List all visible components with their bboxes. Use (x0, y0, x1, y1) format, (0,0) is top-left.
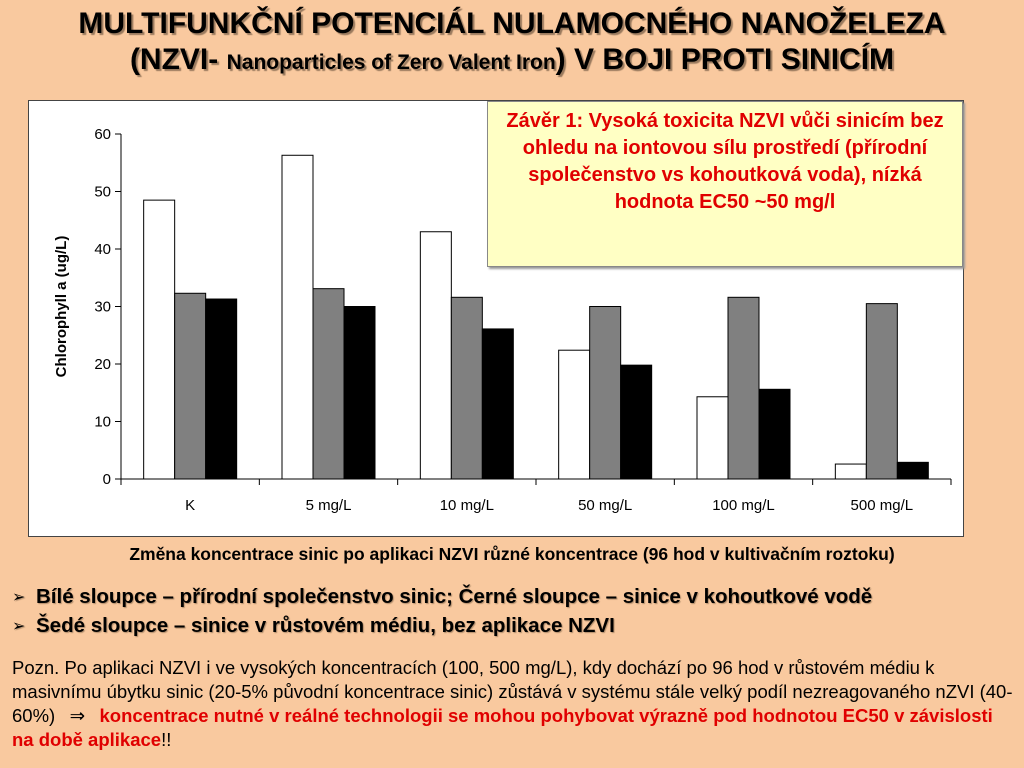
note-paragraph: Pozn. Po aplikaci NZVI i ve vysokých kon… (12, 656, 1017, 752)
note-end: !! (161, 729, 172, 750)
arrow-bullet-icon: ➢ (12, 589, 26, 606)
bar (865, 303, 898, 480)
title-line-2-suffix: ) V BOJI PROTI SINICÍM (555, 43, 895, 76)
bar (758, 388, 791, 480)
x-tick-label: 10 mg/L (440, 497, 494, 514)
bar (558, 349, 591, 480)
x-tick-label: 50 mg/L (578, 497, 632, 514)
note-highlight: koncentrace nutné v reálné technologii s… (12, 705, 993, 750)
bullet-text: Šedé sloupce – sinice v růstovém médiu, … (36, 614, 615, 637)
x-tick-label: K (185, 497, 195, 514)
y-axis-title: Chlorophyll a (ug/L) (53, 236, 70, 378)
implies-arrow-icon: ⇒ (69, 705, 86, 726)
x-tick-label: 5 mg/L (306, 497, 352, 514)
conclusion-box: Závěr 1: Vysoká toxicita NZVI vůči sinic… (487, 101, 963, 267)
title-line-2: (NZVI- Nanoparticles of Zero Valent Iron… (0, 42, 1024, 81)
title-line-2-small: Nanoparticles of Zero Valent Iron (226, 51, 556, 74)
x-tick-label: 100 mg/L (712, 497, 775, 514)
y-tick-label: 0 (103, 471, 111, 488)
title-line-1: MULTIFUNKČNÍ POTENCIÁL NULAMOCNÉHO NANOŽ… (78, 7, 946, 40)
y-tick-label: 50 (94, 184, 111, 201)
x-tick-label: 500 mg/L (851, 497, 914, 514)
bullet-item: ➢ Bílé sloupce – přírodní společenstvo si… (12, 583, 1017, 612)
y-tick-label: 20 (94, 356, 111, 373)
bar (620, 364, 653, 480)
y-tick-label: 30 (94, 299, 111, 316)
bar (343, 306, 376, 480)
title-line-2-prefix: (NZVI- (129, 43, 227, 76)
bullet-text: Bílé sloupce – přírodní společenstvo sin… (36, 585, 873, 608)
bar (589, 306, 622, 480)
legend-bullets: ➢ Bílé sloupce – přírodní společenstvo si… (12, 583, 1017, 641)
slide-title: MULTIFUNKČNÍ POTENCIÁL NULAMOCNÉHO NANOŽ… (0, 6, 1024, 81)
y-tick-label: 40 (94, 241, 111, 258)
y-tick-label: 10 (94, 414, 111, 431)
bar (281, 154, 314, 480)
bar (174, 292, 207, 480)
bullet-item: ➢ Šedé sloupce – sinice v růstovém médiu,… (12, 612, 1017, 641)
y-tick-label: 60 (94, 126, 111, 143)
bar-chart: 0 10 20 30 40 50 60 Chlorophyll a (ug/L) K 5 mg/L… (53, 126, 952, 514)
bar (727, 296, 760, 480)
bar (834, 463, 867, 480)
bar (143, 199, 176, 480)
bar (450, 296, 483, 480)
arrow-bullet-icon: ➢ (12, 618, 26, 635)
bar (481, 328, 514, 480)
chart-caption: Změna koncentrace sinic po aplikaci NZVI… (129, 544, 895, 564)
note-text: Pozn. Po aplikaci NZVI i ve vysokých kon… (12, 657, 1013, 726)
bar (419, 231, 452, 480)
bar (696, 396, 729, 480)
bar (205, 298, 238, 480)
bar (896, 461, 929, 480)
bar (312, 288, 345, 480)
